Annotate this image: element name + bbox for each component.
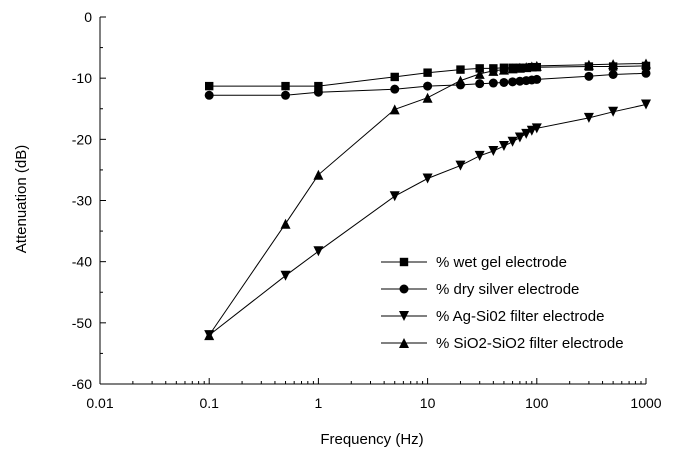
data-point [499,77,509,87]
data-point [532,74,542,84]
legend: % wet gel electrode % dry silver electrod… [381,254,624,352]
data-point [488,145,499,156]
series-layer [204,58,651,341]
y-tick-label: -50 [72,315,92,331]
data-point [584,71,594,81]
legend-marker [399,257,409,267]
data-point [531,123,542,134]
data-point [507,63,518,74]
x-tick-label: 10 [420,395,436,411]
y-tick-label: -20 [72,131,92,147]
y-tick-label: 0 [84,9,92,25]
data-point [608,106,619,117]
data-point [641,68,651,78]
data-point [531,60,542,71]
data-point [474,68,485,79]
data-point [390,84,400,94]
data-point [389,104,400,115]
data-point [514,132,525,143]
data-point [521,128,532,139]
x-axis-title: Frequency (Hz) [320,431,423,448]
data-point [205,81,214,91]
y-tick-label: -60 [72,376,92,392]
series-2 [204,68,651,100]
data-point [280,270,291,281]
data-point [281,90,291,100]
legend-marker [399,284,409,294]
legend-entry: % SiO2-SiO2 filter electrode [381,335,624,352]
series-3 [204,99,651,341]
data-point [498,64,509,75]
legend-marker [399,338,409,348]
data-point [281,81,290,91]
x-tick-label: 1 [315,395,323,411]
legend-entry: % wet gel electrode [381,254,567,271]
legend-label: % Ag-Si02 filter electrode [436,308,604,325]
data-point [313,169,324,180]
data-point [608,69,618,79]
data-point [641,58,651,69]
data-point [422,173,433,184]
data-point [507,136,518,147]
legend-label: % SiO2-SiO2 filter electrode [436,335,624,352]
data-point [204,90,214,100]
data-point [455,160,466,171]
data-point [389,191,400,202]
axes: 0 -10 -20 -30 -40 -50 -60 0.01 0.1 1 10 100 1000 [72,9,662,411]
x-tick-label: 0.1 [199,395,219,411]
data-point [498,141,509,152]
series-line [208,63,647,336]
data-point [455,75,466,86]
data-point [390,72,399,82]
data-point [641,99,651,110]
legend-label: % wet gel electrode [436,254,567,271]
data-point [583,112,594,123]
data-point [314,81,323,91]
data-point [280,218,291,229]
series-line [208,104,647,336]
data-point [423,81,433,91]
data-point [474,150,485,161]
legend-marker [399,311,409,321]
data-point [583,59,594,70]
legend-entry: % dry silver electrode [381,281,579,298]
x-tick-label: 100 [525,395,549,411]
series-4 [204,58,651,341]
data-point [313,246,324,257]
data-point [508,77,518,87]
y-tick-label: -30 [72,193,92,209]
data-point [456,65,465,74]
x-tick-label: 0.01 [86,395,113,411]
data-point [475,64,484,73]
data-point [488,65,499,76]
legend-entry: % Ag-Si02 filter electrode [381,308,604,325]
data-point [313,87,323,97]
y-tick-label: -10 [72,70,92,86]
data-point [423,68,432,77]
data-point [608,59,619,70]
x-tick-label: 1000 [630,395,661,411]
legend-label: % dry silver electrode [436,281,579,298]
data-point [488,78,498,88]
data-point [475,79,485,89]
y-axis-title: Attenuation (dB) [13,145,30,253]
data-point [204,330,215,341]
y-tick-label: -40 [72,254,92,270]
data-point [422,92,433,103]
